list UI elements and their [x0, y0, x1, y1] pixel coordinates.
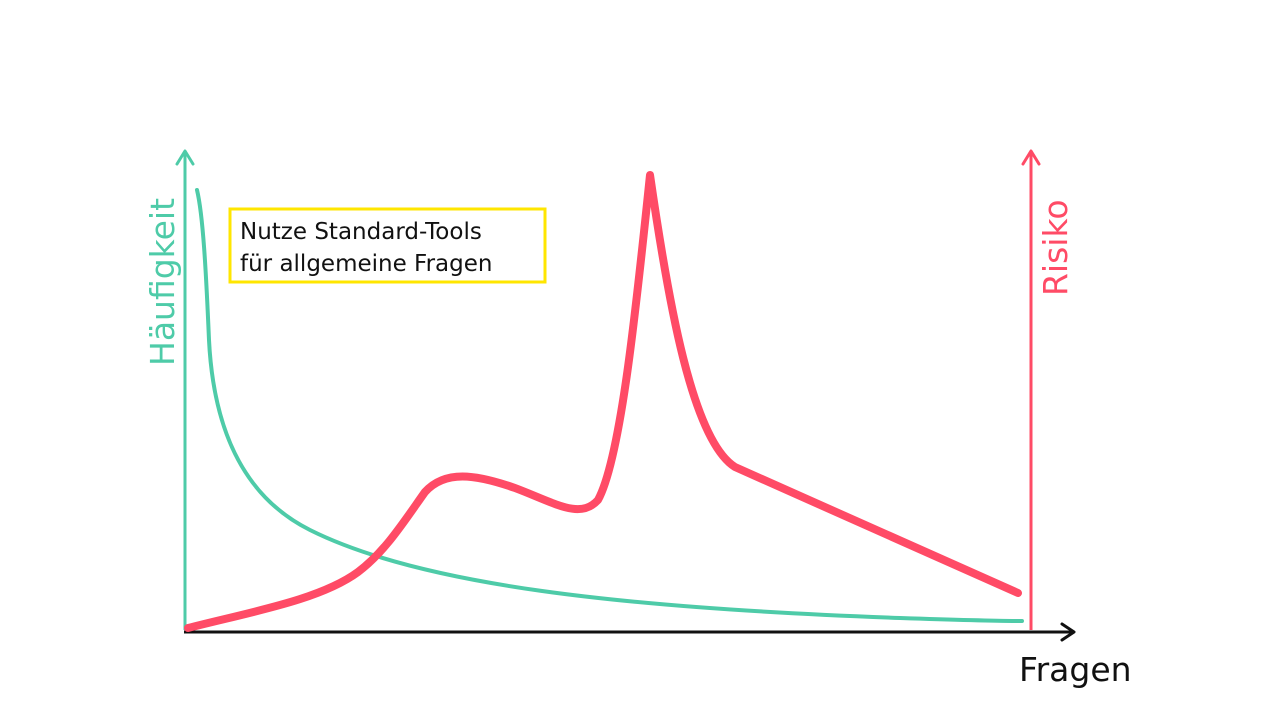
risk-curve — [184, 171, 1022, 632]
frequency-curve — [195, 188, 1024, 623]
questions-axis-label: Fragen — [1019, 650, 1132, 689]
note-line-1: Nutze Standard-Tools — [240, 219, 482, 245]
questions-axis-arrowhead — [1060, 622, 1076, 642]
risk-axis-arrowhead — [1021, 149, 1041, 166]
note-line-2: für allgemeine Fragen — [240, 251, 492, 277]
frequency-axis-arrowhead — [175, 149, 195, 166]
frequency-axis-label: Häufigkeit — [143, 198, 182, 366]
note-box — [228, 207, 547, 284]
risk-axis-label: Risiko — [1036, 199, 1075, 296]
